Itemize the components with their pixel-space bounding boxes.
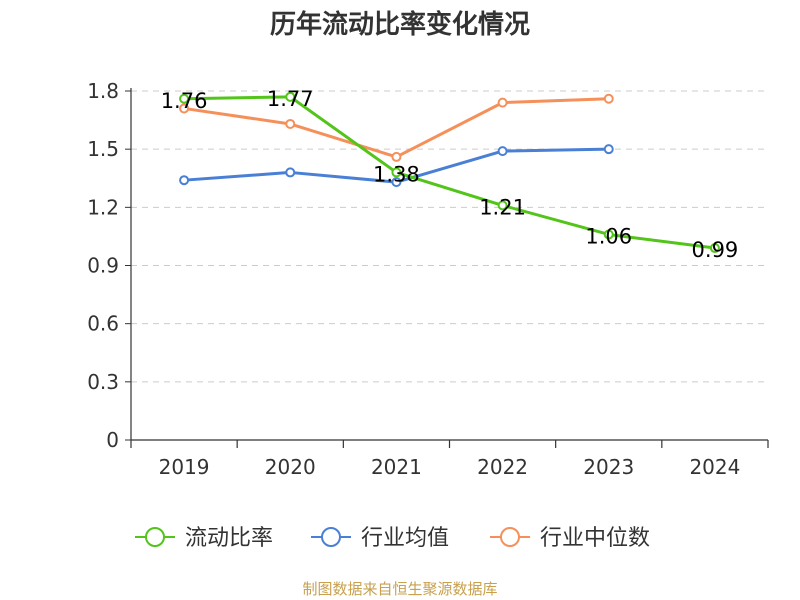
data-label: 1.38	[373, 162, 420, 186]
data-point	[179, 103, 190, 114]
data-labels: 1.76 1.77 1.38 1.21 1.06 0.99	[161, 87, 739, 262]
data-point	[179, 175, 190, 186]
legend-label: 流动比率	[185, 526, 273, 551]
data-point	[179, 93, 190, 104]
series-line	[183, 97, 609, 159]
x-tick-label: 2021	[371, 455, 422, 479]
data-point	[285, 167, 296, 178]
source-note: 制图数据来自恒生聚源数据库	[302, 580, 498, 598]
series-2	[179, 93, 614, 162]
data-point	[391, 151, 402, 162]
data-point	[603, 229, 614, 240]
legend-marker	[145, 527, 165, 547]
legend-label: 行业均值	[361, 526, 449, 551]
legend-label: 行业中位数	[540, 526, 650, 551]
x-tick-label: 2019	[159, 455, 210, 479]
data-label: 0.99	[692, 238, 739, 262]
y-tick-label: 1.8	[87, 79, 119, 103]
y-tick-label: 0	[106, 428, 119, 452]
grid-lines	[131, 90, 768, 383]
data-point	[603, 144, 614, 155]
legend-item[interactable]: 行业中位数	[490, 526, 650, 551]
y-tick-label: 1.2	[87, 195, 119, 219]
axes: 0 0.3 0.6 0.9 1.2 1.5 1.8 2019 2020 2021 2022 2023 2…	[87, 79, 769, 479]
series-1	[179, 144, 614, 188]
legend-item[interactable]: 行业均值	[311, 526, 449, 551]
x-tick-label: 2022	[477, 455, 528, 479]
x-tick-label: 2020	[265, 455, 316, 479]
data-point	[709, 243, 720, 254]
data-label: 1.21	[479, 195, 526, 219]
data-point	[497, 97, 508, 108]
legend-marker	[500, 527, 520, 547]
data-label: 1.76	[161, 89, 208, 113]
data-point	[285, 118, 296, 129]
x-tick-label: 2024	[689, 455, 740, 479]
data-point	[285, 91, 296, 102]
data-point	[497, 146, 508, 157]
data-label: 1.77	[267, 87, 314, 111]
data-point	[497, 200, 508, 211]
series-lines	[179, 91, 720, 254]
data-point	[391, 177, 402, 188]
y-tick-label: 1.5	[87, 137, 119, 161]
data-label: 1.06	[585, 224, 632, 248]
data-point	[603, 93, 614, 104]
series-line	[184, 95, 716, 250]
series-0	[179, 91, 720, 254]
chart-title: 历年流动比率变化情况	[269, 10, 530, 40]
y-tick-label: 0.6	[87, 312, 119, 336]
y-tick-label: 0.9	[87, 254, 119, 278]
x-tick-label: 2023	[583, 455, 634, 479]
legend[interactable]: 流动比率 行业均值 行业中位数	[135, 526, 650, 551]
y-tick-label: 0.3	[87, 370, 119, 394]
legend-item[interactable]: 流动比率	[135, 526, 273, 551]
legend-marker	[321, 527, 341, 547]
data-point	[391, 167, 402, 178]
